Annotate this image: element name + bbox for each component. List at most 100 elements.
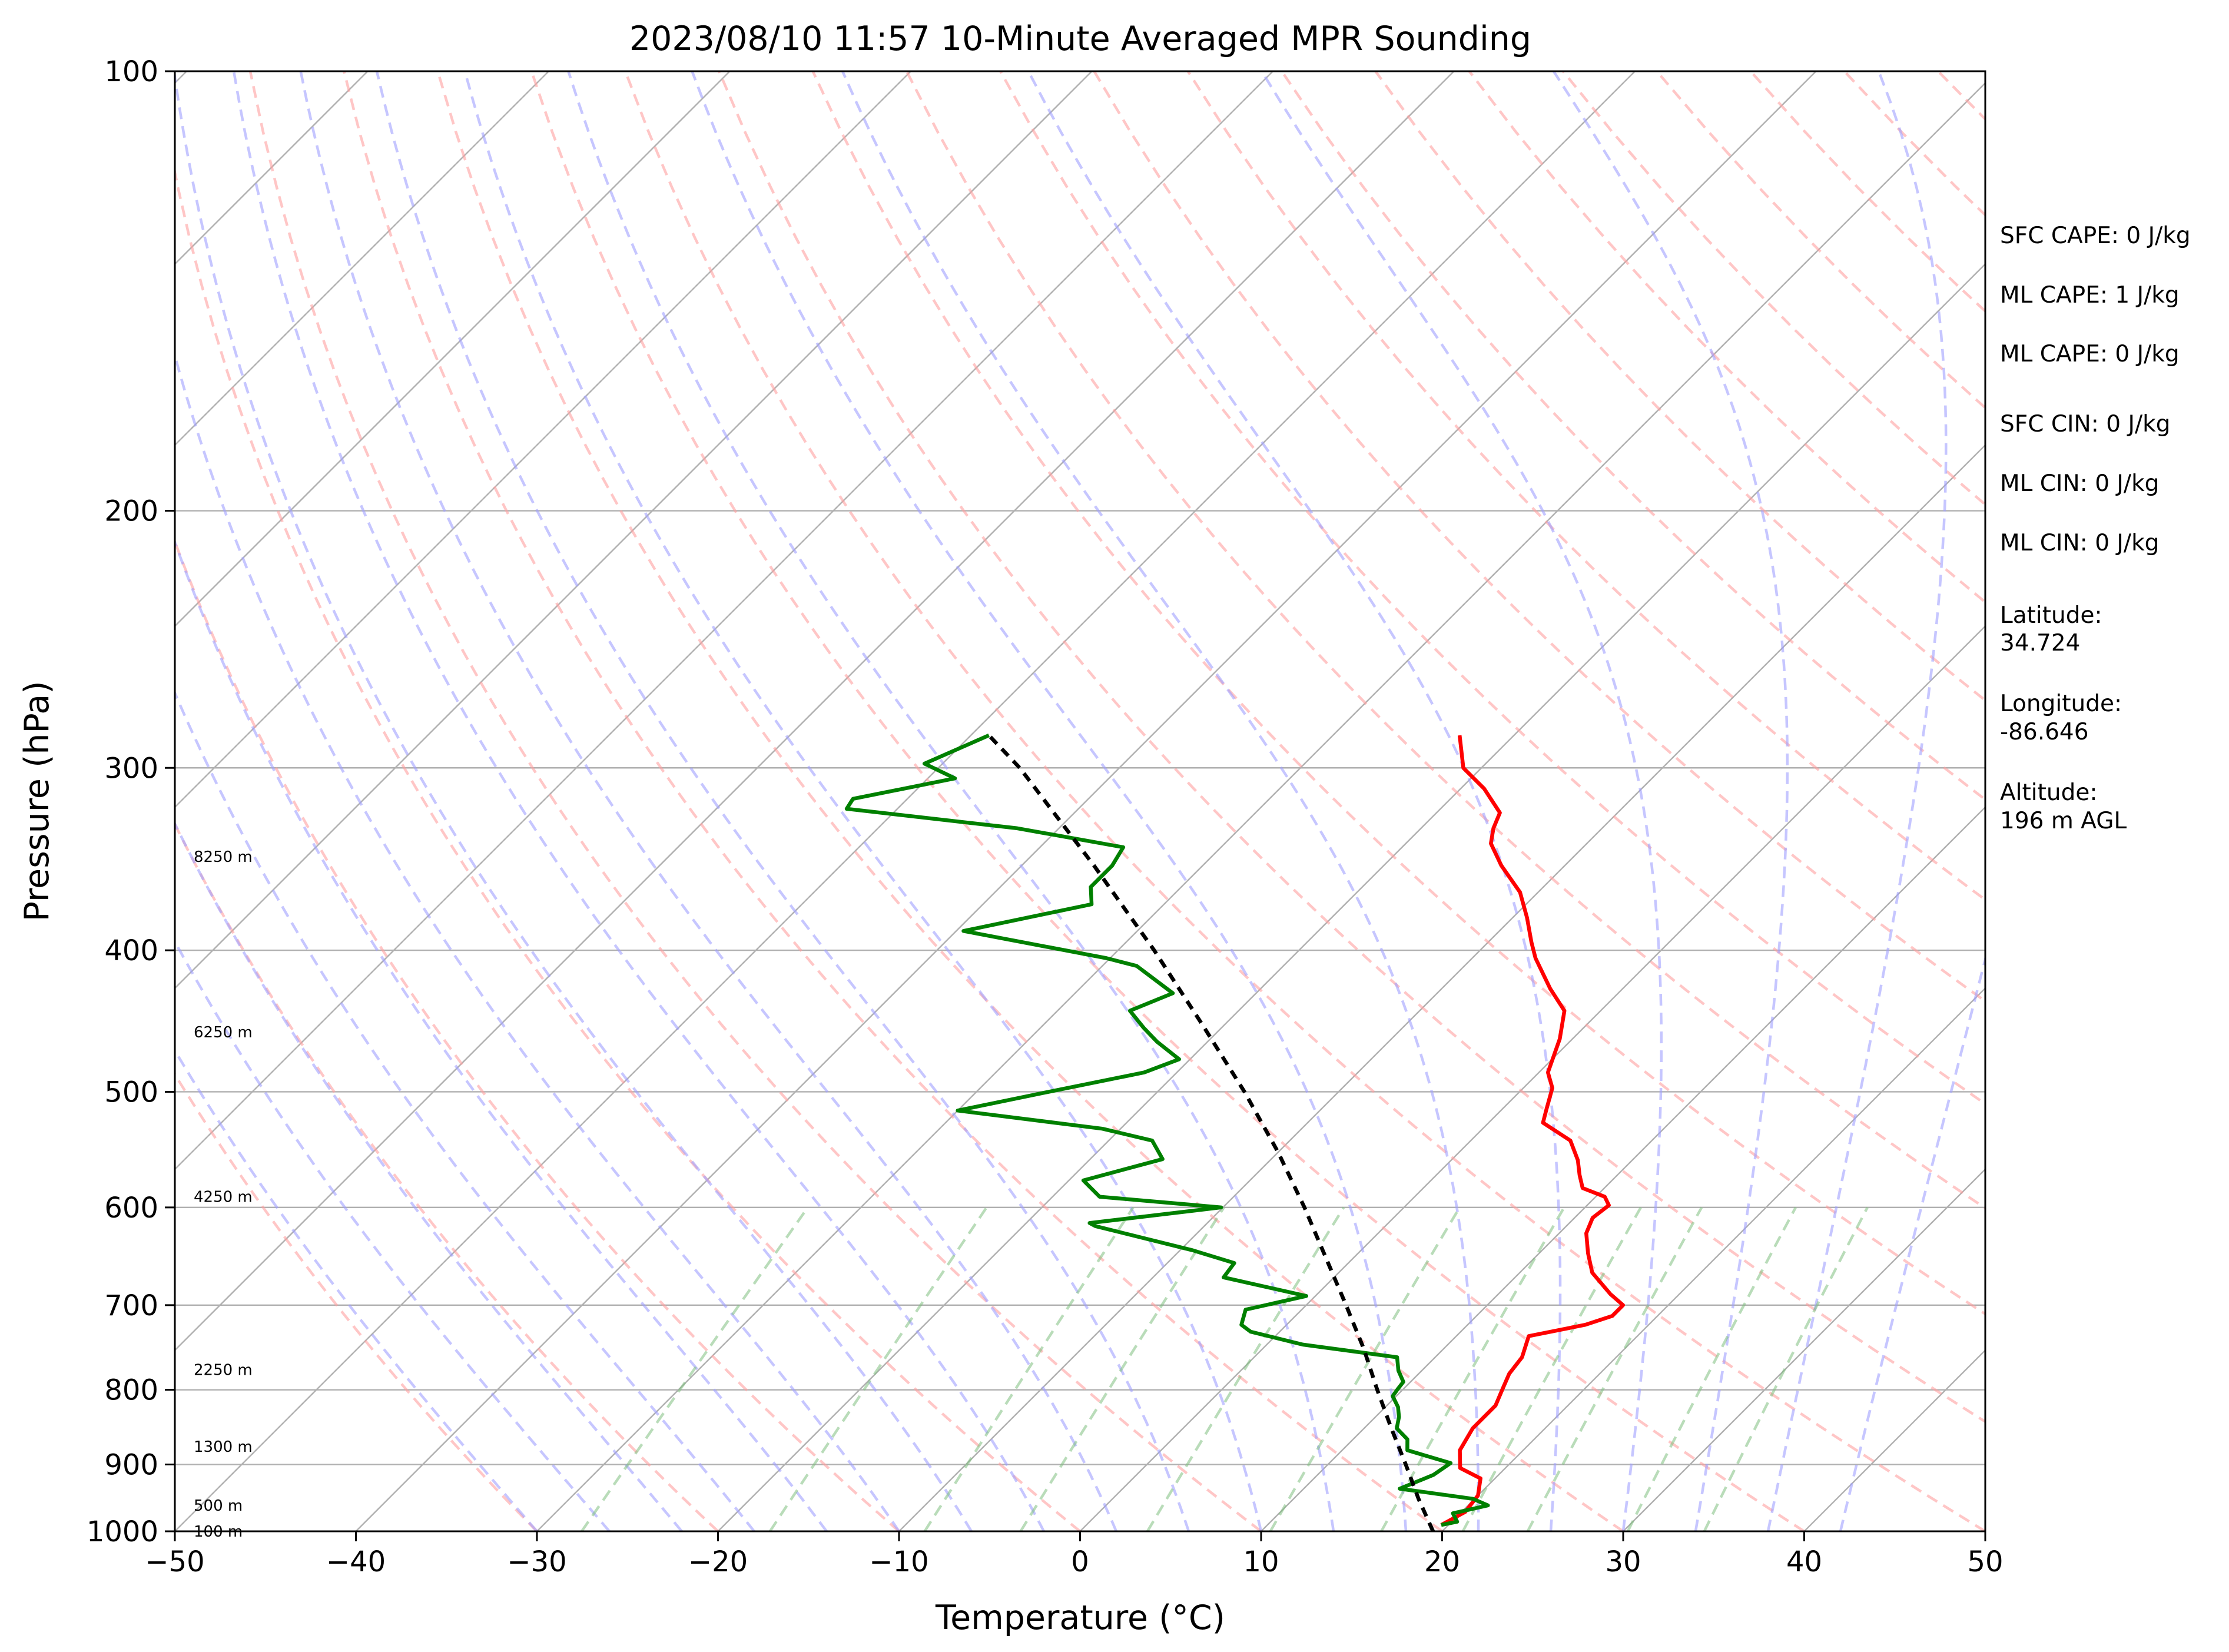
x-tick-label: 20 <box>1424 1545 1460 1578</box>
moist-adiabat-line <box>175 821 683 1531</box>
height-label: 4250 m <box>194 1189 253 1206</box>
x-axis-label: Temperature (°C) <box>935 1598 1225 1637</box>
info-panel: SFC CAPE: 0 J/kg ML CAPE: 1 J/kg ML CAPE… <box>2000 223 2191 834</box>
moist-adiabat-line <box>841 71 1480 1531</box>
y-axis: 100 200 300 400 500 600 700 800 900 1000 <box>87 55 175 1548</box>
dry-adiabat-line <box>999 71 1985 1106</box>
height-label: 6250 m <box>194 1024 253 1041</box>
isotherm-line <box>717 263 1985 1531</box>
chart-title: 2023/08/10 11:57 10-Minute Averaged MPR … <box>629 19 1531 58</box>
height-label: 1300 m <box>194 1438 253 1456</box>
moist-adiabat-line <box>1766 71 1948 1531</box>
latitude-value: 34.724 <box>2000 630 2080 656</box>
temperature-line <box>1440 735 1626 1527</box>
x-tick-label: 0 <box>1071 1545 1089 1578</box>
y-tick-label: 400 <box>104 934 158 967</box>
isotherm-line <box>175 71 1636 1531</box>
moist-adiabat-line <box>1261 71 1663 1531</box>
sfc-cape-text: SFC CAPE: 0 J/kg <box>2000 223 2191 249</box>
y-tick-label: 300 <box>104 752 158 785</box>
x-tick-label: 30 <box>1605 1545 1641 1578</box>
isotherm-line <box>1441 987 1985 1531</box>
mixing-ratio-line <box>1526 1206 1703 1531</box>
mixing-ratio-line <box>1703 1206 1869 1531</box>
x-tick-label: −40 <box>326 1545 386 1578</box>
y-tick-label: 600 <box>104 1192 158 1225</box>
moist-adiabat-line <box>175 938 611 1531</box>
x-tick-label: 10 <box>1243 1545 1279 1578</box>
longitude-label: Longitude: <box>2000 691 2122 717</box>
isotherm-line <box>355 71 1817 1531</box>
dry-adiabat-line <box>248 71 1262 1531</box>
mixing-ratio-line <box>1380 1206 1565 1531</box>
dry-adiabat-line <box>1186 71 1985 902</box>
longitude-value: -86.646 <box>2000 719 2089 745</box>
parcel-line <box>987 734 1435 1531</box>
y-tick-label: 100 <box>104 55 158 88</box>
background-lines <box>0 71 1985 1531</box>
y-tick-label: 900 <box>104 1449 158 1482</box>
isotherm-line <box>536 82 1985 1531</box>
mixing-ratio-line <box>768 1206 988 1531</box>
moist-adiabat-line <box>1027 71 1562 1531</box>
mixing-ratio-line <box>1626 1206 1797 1531</box>
dewpoint-line <box>844 734 1490 1527</box>
isotherm-line <box>175 71 731 628</box>
mixing-ratio-line <box>581 1206 809 1531</box>
x-tick-label: 50 <box>1967 1545 2003 1578</box>
plot-frame <box>174 70 1986 1532</box>
x-tick-label: −50 <box>145 1545 204 1578</box>
isotherm-line <box>1623 1168 1985 1531</box>
mixing-ratio-line <box>1269 1206 1461 1531</box>
moist-adiabat-line <box>175 350 900 1531</box>
height-label: 8250 m <box>194 848 253 866</box>
isotherm-line <box>175 71 1093 990</box>
isotherm-line <box>1079 625 1985 1531</box>
x-tick-label: 40 <box>1786 1545 1822 1578</box>
dry-adiabat-line <box>175 165 1081 1531</box>
ml-cin-text: ML CIN: 0 J/kg <box>2000 530 2159 556</box>
sfc-cin-text: SFC CIN: 0 J/kg <box>2000 411 2170 437</box>
ml-cape-text: ML CAPE: 1 J/kg <box>2000 282 2180 308</box>
moist-adiabat-line <box>375 71 1190 1531</box>
isotherm-line <box>175 71 549 446</box>
altitude-label: Altitude: <box>2000 779 2098 806</box>
dry-adiabat-line <box>718 71 1985 1424</box>
height-label: 2250 m <box>194 1361 253 1379</box>
isotherm-line <box>175 71 1273 1170</box>
height-label: 100 m <box>194 1523 243 1541</box>
height-labels: 100 m 500 m 1300 m 2250 m 4250 m 6250 m 8250 m <box>194 848 253 1541</box>
dry-adiabat-line <box>175 538 900 1531</box>
moist-adiabat-line <box>175 71 973 1531</box>
moist-adiabat-line <box>463 71 1263 1531</box>
y-tick-label: 1000 <box>87 1515 158 1548</box>
isotherm-line <box>175 71 911 808</box>
moist-adiabat-line <box>175 1048 538 1531</box>
altitude-value: 196 m AGL <box>2000 808 2127 834</box>
moist-adiabat-line <box>175 689 755 1531</box>
ml-cin-text: ML CIN: 0 J/kg <box>2000 470 2159 497</box>
x-axis: −50 −40 −30 −20 −10 0 10 20 30 40 50 <box>145 1531 2004 1578</box>
dry-adiabat-line <box>343 71 1443 1531</box>
mixing-ratio-line <box>923 1206 1135 1531</box>
data-series <box>844 734 1626 1531</box>
dry-adiabat-line <box>1281 71 1985 801</box>
dry-adiabat-line <box>811 71 1985 1316</box>
isotherm-line <box>1261 806 1985 1531</box>
isotherm-line <box>175 71 1455 1352</box>
moist-adiabat-line <box>1552 71 1789 1531</box>
y-tick-label: 700 <box>104 1289 158 1322</box>
y-axis-label: Pressure (hPa) <box>18 681 57 922</box>
dry-adiabat-line <box>530 71 1805 1531</box>
y-tick-label: 500 <box>104 1076 158 1109</box>
moist-adiabat-line <box>232 71 1045 1531</box>
moist-adiabat-line <box>299 71 1118 1531</box>
x-tick-label: −30 <box>507 1545 566 1578</box>
x-tick-label: −20 <box>688 1545 748 1578</box>
ml-cape-text: ML CAPE: 0 J/kg <box>2000 341 2180 367</box>
latitude-label: Latitude: <box>2000 602 2102 629</box>
dry-adiabat-line <box>175 821 719 1531</box>
isotherm-line <box>0 71 6 1531</box>
y-tick-label: 200 <box>104 495 158 528</box>
